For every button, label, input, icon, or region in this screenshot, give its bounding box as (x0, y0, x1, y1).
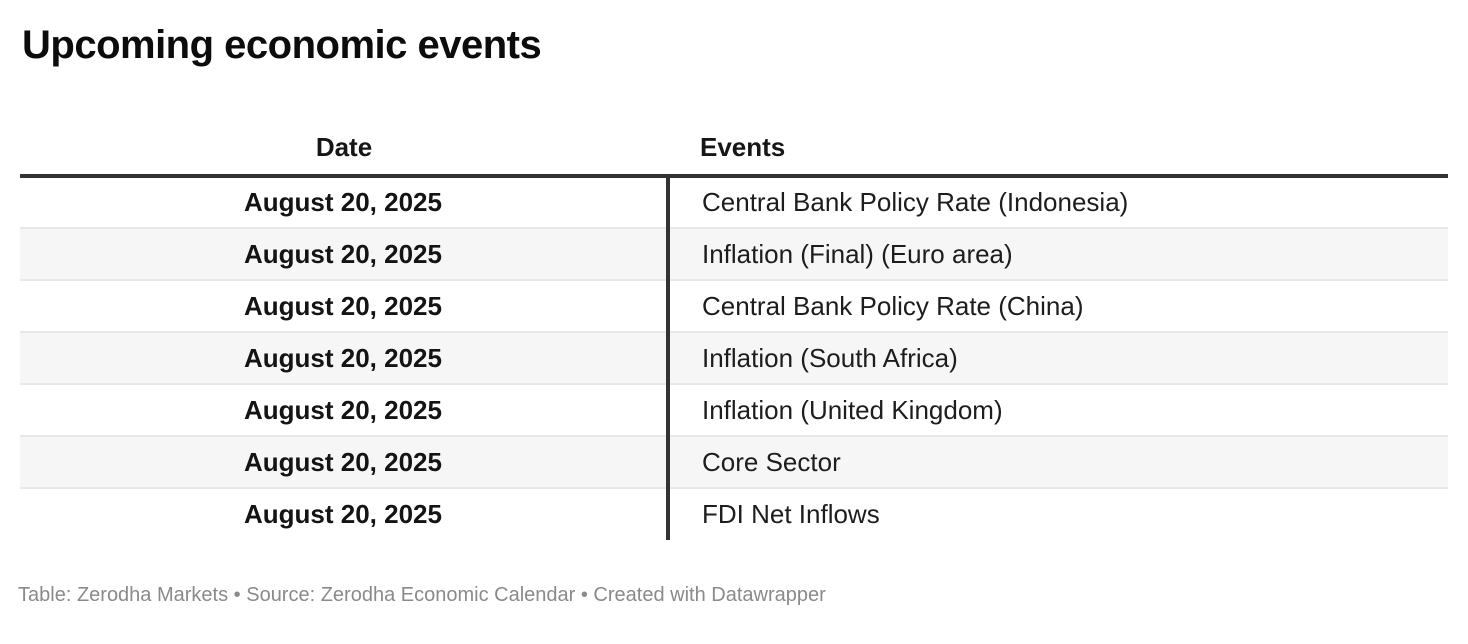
table-row: August 20, 2025 Inflation (United Kingdo… (20, 383, 1448, 436)
footer-source-label: • Source: (228, 584, 321, 606)
footer-created-with-label: • Created with (575, 584, 712, 606)
datawrapper-table-widget: Upcoming economic events Date Events Aug… (18, 23, 1448, 608)
date-cell: August 20, 2025 (20, 227, 670, 280)
table-header-row: Date Events (20, 120, 1448, 178)
date-cell: August 20, 2025 (20, 435, 670, 488)
event-cell: Inflation (South Africa) (668, 331, 1448, 384)
event-cell: Central Bank Policy Rate (China) (668, 279, 1448, 332)
table-row: August 20, 2025 Core Sector (20, 435, 1448, 488)
event-cell: FDI Net Inflows (668, 487, 1448, 540)
table-header: Date Events (20, 120, 1448, 178)
footer-datawrapper-link[interactable]: Datawrapper (711, 584, 826, 606)
table-row: August 20, 2025 Inflation (South Africa) (20, 331, 1448, 384)
table-row: August 20, 2025 Inflation (Final) (Euro … (20, 227, 1448, 280)
footer-table-source-link[interactable]: Zerodha Markets (76, 584, 229, 606)
event-cell: Central Bank Policy Rate (Indonesia) (702, 187, 1129, 217)
economic-events-table: Date Events August 20, 2025 Central Bank… (20, 120, 1448, 540)
chart-title: Upcoming economic events (22, 23, 542, 67)
table-row: August 20, 2025 Central Bank Policy Rate… (20, 279, 1448, 332)
event-cell: Core Sector (668, 435, 1448, 488)
date-cell: August 20, 2025 (20, 331, 670, 384)
date-cell: August 20, 2025 (20, 383, 670, 436)
footer-table-label: Table: (18, 584, 77, 606)
table-body: August 20, 2025 Central Bank Policy Rate… (20, 176, 1448, 540)
date-cell: August 20, 2025 (20, 176, 670, 228)
date-cell: August 20, 2025 (20, 279, 670, 332)
column-header-date: Date (20, 120, 668, 178)
column-header-events: Events (668, 120, 1448, 178)
event-cell: Inflation (Final) (Euro area) (668, 227, 1448, 280)
event-cell: Inflation (United Kingdom) (668, 383, 1448, 436)
footer-source-link[interactable]: Zerodha Economic Calendar (320, 584, 576, 606)
date-cell: August 20, 2025 (20, 487, 670, 540)
footer-attribution: Table: Zerodha Markets • Source: Zerodha… (18, 582, 1448, 608)
table-row: August 20, 2025 Central Bank Policy Rate… (20, 176, 1448, 228)
table-row: August 20, 2025 FDI Net Inflows (20, 487, 1448, 540)
